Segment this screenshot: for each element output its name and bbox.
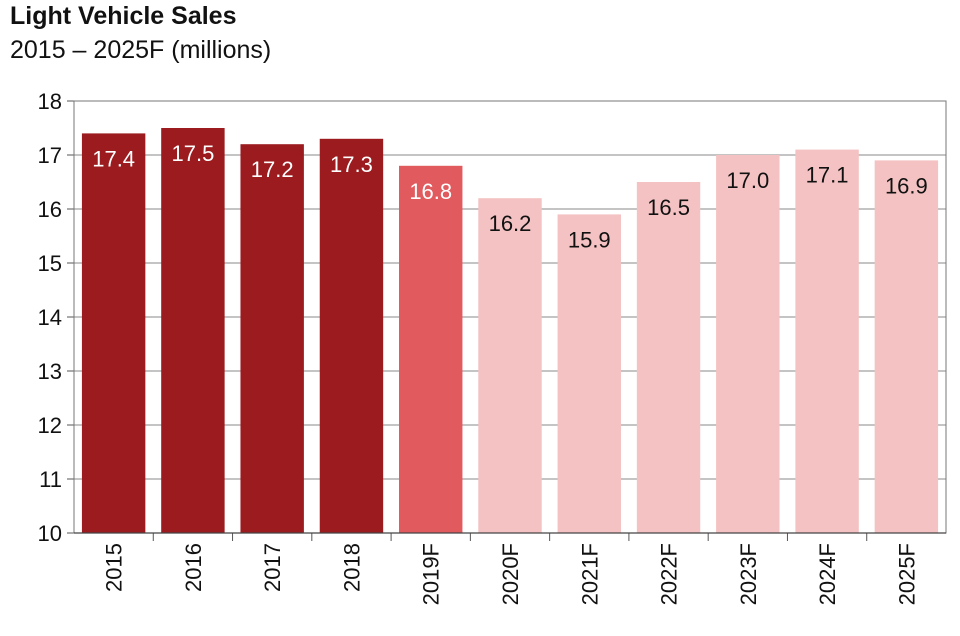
- axes: 10 11 12 13 14 15 16 17 18 2015 2016 2017 2018 2019F 2…: [38, 89, 947, 605]
- x-tick-label: 2021F: [577, 543, 602, 605]
- bar-value-label: 17.2: [251, 157, 294, 182]
- x-tick-label: 2019F: [419, 543, 444, 605]
- x-tick-label: 2015: [102, 543, 127, 592]
- y-tick-label: 15: [38, 251, 62, 276]
- bar-value-label: 17.0: [726, 168, 769, 193]
- bar-value-label: 17.3: [330, 152, 373, 177]
- y-tick-label: 11: [39, 467, 62, 492]
- bar: [161, 128, 225, 533]
- bar-value-label: 16.2: [489, 211, 532, 236]
- bar-value-label: 16.9: [885, 173, 928, 198]
- y-tick-label: 14: [38, 305, 62, 330]
- x-tick-label: 2018: [339, 543, 364, 592]
- chart-subtitle: 2015 – 2025F (millions): [10, 36, 272, 64]
- y-tick-label: 10: [38, 521, 62, 546]
- y-tick-label: 18: [38, 89, 62, 114]
- bar: [478, 198, 542, 533]
- bar: [399, 165, 463, 534]
- bar: [636, 182, 701, 533]
- bar-value-label: 17.4: [92, 146, 135, 171]
- x-tick-label: 2024F: [815, 543, 840, 605]
- y-tick-label: 13: [38, 359, 62, 384]
- x-tick-label: 2022F: [657, 543, 682, 605]
- x-tick-label: 2020F: [498, 543, 523, 605]
- bars: 17.4 17.5 17.2 17.3 16.8 16.2 15.9 16.5 17.0 17.1…: [81, 128, 939, 534]
- y-tick-label: 17: [38, 143, 62, 168]
- x-tick-label: 2025F: [894, 543, 919, 605]
- bar: [795, 149, 859, 533]
- bar: [557, 214, 621, 533]
- y-tick-label: 16: [38, 197, 62, 222]
- bar: [319, 138, 384, 534]
- bar: [81, 133, 146, 533]
- x-tick-label: 2023F: [736, 543, 761, 605]
- bar-value-label: 17.1: [806, 163, 849, 188]
- bar: [716, 155, 780, 533]
- bar: [874, 160, 939, 533]
- bar-value-label: 17.5: [171, 141, 214, 166]
- bar: [240, 144, 304, 533]
- chart-title: Light Vehicle Sales: [10, 2, 237, 30]
- bar-value-label: 16.5: [647, 195, 690, 220]
- bar-value-label: 15.9: [568, 227, 611, 252]
- bar-value-label: 16.8: [409, 179, 452, 204]
- y-tick-label: 12: [38, 413, 62, 438]
- x-tick-label: 2017: [260, 543, 285, 592]
- x-tick-label: 2016: [181, 543, 206, 592]
